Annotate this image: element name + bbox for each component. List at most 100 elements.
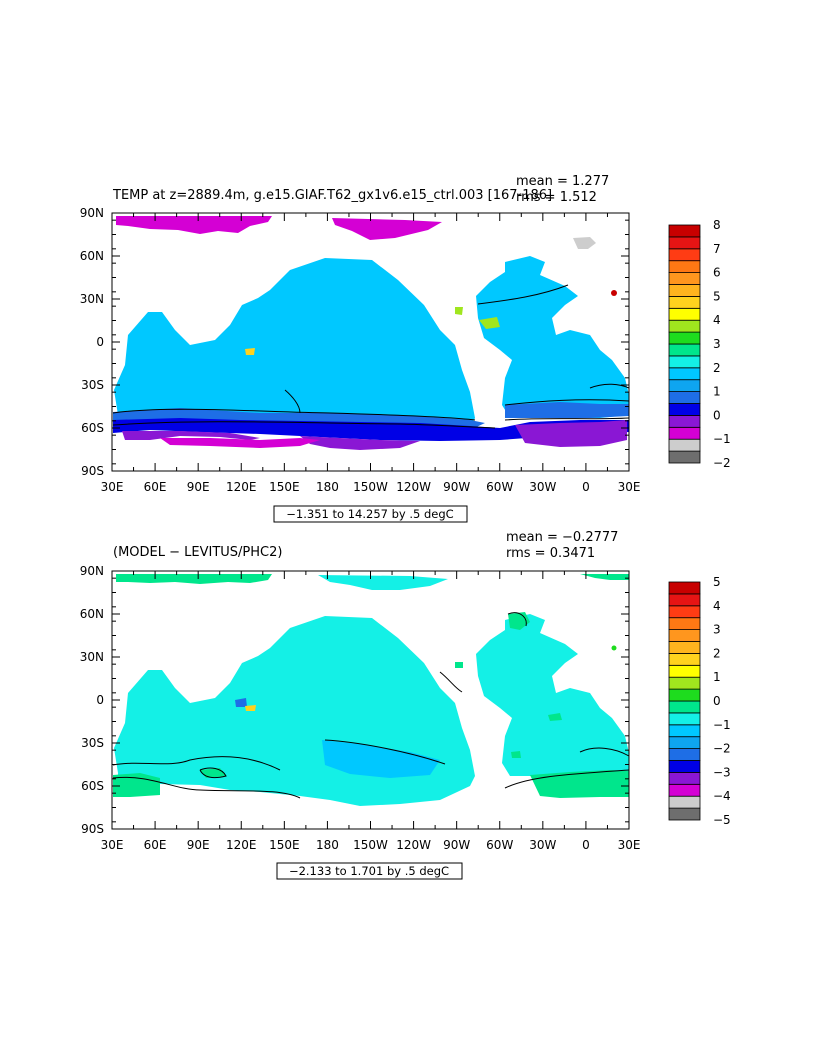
- lon-label: 120E: [226, 480, 257, 494]
- bottom-green-patch: [530, 770, 629, 798]
- lon-label: 30E: [618, 838, 641, 852]
- colorbar-swatch: [668, 795, 701, 809]
- colorbar-label: −1: [713, 718, 731, 732]
- top-map: [111, 212, 630, 472]
- bottom-rms: rms = 0.3471: [506, 546, 595, 561]
- colorbar-swatch: [668, 617, 701, 631]
- top-ocean-field: [114, 258, 475, 428]
- bottom-light-patch: [235, 698, 247, 707]
- colorbar-swatch: [668, 438, 701, 452]
- bottom-contour: [504, 769, 630, 789]
- bottom-range-box: [276, 862, 463, 880]
- colorbar-label: 6: [713, 266, 721, 280]
- top-title: TEMP at z=2889.4m, g.e15.GIAF.T62_gx1v6.…: [112, 188, 552, 203]
- bottom-arctic-field: [116, 574, 272, 584]
- top-contour: [504, 417, 630, 421]
- colorbar-swatch: [668, 760, 701, 773]
- bottom-green-patch: [508, 612, 530, 630]
- lon-label: 60E: [144, 480, 167, 494]
- bottom-light-patch: [322, 740, 440, 778]
- lat-label: 30S: [81, 736, 104, 750]
- lon-label: 30W: [529, 838, 556, 852]
- colorbar-label: 0: [713, 694, 721, 708]
- bottom-light-patch: [245, 705, 256, 711]
- colorbar-swatch: [668, 391, 701, 404]
- bottom-green-patch: [113, 773, 160, 797]
- colorbar-swatch: [668, 319, 701, 333]
- top-contour: [477, 284, 569, 305]
- colorbar-swatch: [668, 676, 701, 690]
- top-lon-labels: 30E 60E 90E 120E 150E 180 150W 120W 90W 60W 30W 0 30…: [101, 480, 641, 494]
- colorbar-label: −2: [713, 456, 731, 470]
- bottom-contour: [112, 756, 281, 771]
- top-contour: [284, 389, 301, 414]
- top-colorbar-labels: 8 7 6 5 4 3 2 1 0 −1 −2: [713, 218, 731, 470]
- colorbar-label: 4: [713, 313, 721, 327]
- bottom-ocean-field: [476, 614, 629, 776]
- colorbar-swatch: [668, 224, 701, 238]
- top-contour: [504, 399, 630, 406]
- colorbar-label: −5: [713, 813, 731, 827]
- lon-label: 90W: [443, 480, 470, 494]
- colorbar-swatch: [668, 641, 701, 654]
- lat-label: 90S: [81, 464, 104, 478]
- colorbar-swatch: [668, 700, 701, 714]
- lat-label: 30N: [80, 292, 104, 306]
- colorbar-label: −4: [713, 789, 731, 803]
- bottom-contour: [507, 612, 527, 627]
- colorbar-label: 7: [713, 242, 721, 256]
- lon-label: 30E: [618, 480, 641, 494]
- colorbar-swatch: [668, 450, 701, 464]
- colorbar-swatch: [668, 331, 701, 345]
- top-southern-band: [515, 420, 627, 447]
- colorbar-label: 3: [713, 623, 721, 637]
- lat-label: 60S: [81, 779, 104, 793]
- lon-label: 60W: [486, 480, 513, 494]
- top-small-patch: [479, 317, 500, 329]
- bottom-ticks: [111, 570, 630, 830]
- colorbar-label: 5: [713, 575, 721, 589]
- colorbar-swatch: [668, 367, 701, 381]
- colorbar-swatch: [668, 260, 701, 274]
- lon-label: 180: [316, 480, 339, 494]
- colorbar-swatch: [668, 664, 701, 678]
- colorbar-swatch: [668, 688, 701, 702]
- colorbar-label: 2: [713, 361, 721, 375]
- lon-label: 150E: [269, 838, 300, 852]
- bottom-green-patch: [455, 662, 463, 668]
- bottom-range-label: −2.133 to 1.701 by .5 degC: [289, 864, 449, 878]
- lon-label: 150W: [353, 480, 388, 494]
- bottom-arctic-field: [318, 575, 448, 590]
- colorbar-swatch: [668, 284, 701, 297]
- top-ticks: [111, 212, 630, 472]
- colorbar-swatch: [668, 414, 701, 428]
- bottom-lon-labels: 30E 60E 90E 120E 150E 180 150W 120W 90W 60W 30W 0 30…: [101, 838, 641, 852]
- colorbar-label: 4: [713, 599, 721, 613]
- bottom-colorbar: [668, 581, 701, 821]
- lat-label: 90N: [80, 206, 104, 220]
- lat-label: 60N: [80, 607, 104, 621]
- colorbar-swatch: [668, 295, 701, 309]
- bottom-panel: mean = −0.2777 rms = 0.3471 (MODEL − LEV…: [80, 530, 731, 880]
- colorbar-label: −1: [713, 432, 731, 446]
- colorbar-swatch: [668, 772, 701, 785]
- top-arctic-field: [573, 237, 596, 249]
- bottom-green-patch: [611, 645, 617, 651]
- colorbar-swatch: [668, 653, 701, 666]
- colorbar-label: −2: [713, 742, 731, 756]
- lon-label: 30E: [101, 480, 124, 494]
- bottom-contour: [324, 739, 446, 765]
- colorbar-swatch: [668, 581, 701, 595]
- top-contour: [112, 421, 496, 429]
- colorbar-label: 8: [713, 218, 721, 232]
- colorbar-swatch: [668, 272, 701, 285]
- lat-label: 30S: [81, 378, 104, 392]
- colorbar-label: 1: [713, 385, 721, 399]
- lon-label: 0: [582, 480, 590, 494]
- top-small-patch: [455, 307, 463, 315]
- colorbar-swatch: [668, 236, 701, 250]
- top-small-patch: [611, 290, 617, 296]
- lat-label: 0: [96, 693, 104, 707]
- lon-label: 30E: [101, 838, 124, 852]
- top-small-patch: [245, 348, 255, 355]
